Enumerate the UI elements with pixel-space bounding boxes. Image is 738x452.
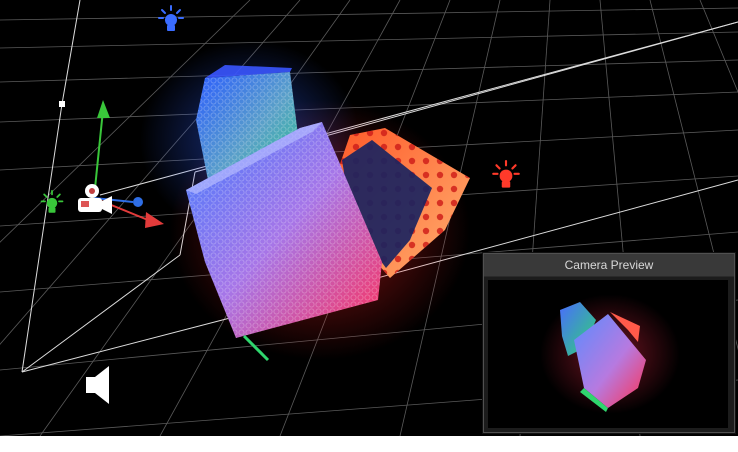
- green-light-icon[interactable]: [38, 190, 66, 218]
- speaker-icon[interactable]: [83, 364, 117, 406]
- camera-preview-title: Camera Preview: [484, 254, 734, 277]
- frustum-handle: [59, 101, 65, 107]
- camera-icon[interactable]: [72, 182, 116, 218]
- camera-preview-view: [488, 280, 728, 428]
- scene-viewport[interactable]: Camera Preview: [0, 0, 738, 436]
- point-cloud-cube-back: [196, 65, 298, 190]
- bottom-border: [0, 436, 738, 452]
- camera-preview-panel: Camera Preview: [483, 253, 735, 433]
- blue-light-icon[interactable]: [156, 5, 186, 37]
- red-light-icon[interactable]: [490, 160, 522, 194]
- scene-canvas: [0, 0, 738, 436]
- camera-preview-render: [540, 294, 680, 414]
- point-cloud-cube-front: [186, 122, 382, 362]
